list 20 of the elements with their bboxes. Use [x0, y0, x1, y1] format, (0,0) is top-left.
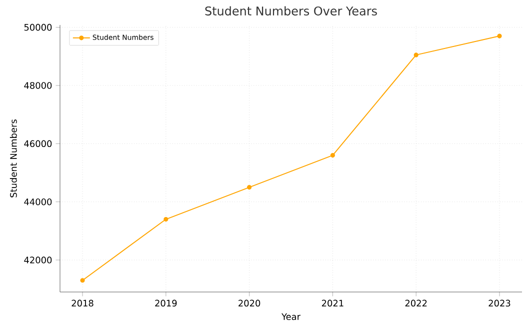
- x-tick-label: 2021: [322, 300, 344, 307]
- y-tick-label: 50000: [24, 24, 52, 31]
- x-axis-title: Year: [282, 313, 301, 320]
- point: [80, 278, 85, 283]
- x-tick-label: 2020: [238, 300, 260, 307]
- point: [247, 184, 252, 190]
- y-tick-label: 48000: [24, 82, 52, 89]
- x-tick-label: 2022: [405, 300, 427, 307]
- point: [164, 216, 168, 222]
- x-tick-label: 2023: [488, 300, 510, 307]
- x-tick-label: 2018: [72, 300, 94, 307]
- y-tick-label: 42000: [24, 256, 52, 264]
- point: [497, 34, 502, 38]
- y-tick-label: 46000: [24, 140, 52, 148]
- x-tick-label: 2019: [155, 300, 177, 307]
- point: [414, 52, 418, 58]
- y-axis-title: Student Numbers: [10, 120, 17, 198]
- chart-title: Student Numbers Over Years: [205, 6, 377, 16]
- y-tick-label: 44000: [24, 198, 52, 206]
- point: [330, 153, 335, 158]
